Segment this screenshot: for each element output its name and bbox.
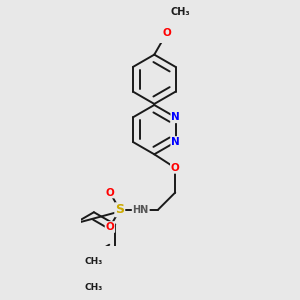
Text: S: S — [115, 203, 124, 216]
Text: O: O — [162, 28, 171, 38]
Text: CH₃: CH₃ — [85, 257, 103, 266]
Text: N: N — [171, 137, 180, 147]
Text: CH₃: CH₃ — [85, 283, 103, 292]
Text: N: N — [171, 112, 180, 122]
Text: O: O — [171, 163, 180, 173]
Text: O: O — [106, 188, 114, 197]
Text: CH₃: CH₃ — [170, 7, 190, 17]
Text: HN: HN — [133, 205, 149, 215]
Text: O: O — [106, 222, 114, 232]
